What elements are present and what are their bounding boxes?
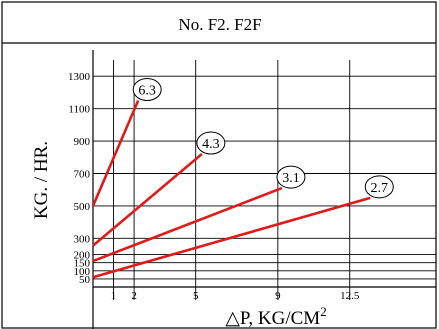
series-label-text: 3.1 [282, 171, 300, 186]
series-label-text: 6.3 [138, 84, 156, 99]
x-axis-label: △P, KG/CM2 [225, 304, 326, 329]
x-tick-label: 9 [275, 290, 281, 302]
y-tick-label: 1100 [68, 104, 90, 116]
y-tick-label: 200 [74, 250, 91, 262]
series-label-circle [364, 175, 394, 199]
y-tick-label: 100 [74, 266, 91, 278]
series-line-2 [92, 153, 203, 247]
series-line-3 [92, 186, 283, 263]
x-tick-labels: 1 2 5 9 12.5 [111, 290, 360, 302]
series-lines [91, 100, 371, 279]
x-tick-label: 12.5 [340, 290, 360, 302]
series-label-circle [132, 78, 162, 102]
x-tick-label: 5 [193, 290, 199, 302]
y-tick-label: 700 [74, 169, 91, 181]
x-tick-label: 2 [131, 290, 137, 302]
series-label-circle [276, 165, 306, 189]
series-label-text: 2.7 [371, 181, 389, 196]
series-label-circle [196, 131, 226, 155]
grid [92, 50, 436, 329]
y-tick-label: 900 [74, 136, 91, 148]
y-tick-label: 50 [79, 274, 91, 286]
series-labels: 6.3 4.3 3.1 2.7 [132, 78, 394, 199]
chart-title: No. F2. F2F [178, 15, 261, 34]
series-label-text: 4.3 [202, 137, 220, 152]
series-line-4 [92, 196, 371, 279]
y-tick-label: 150 [74, 258, 91, 270]
x-axis-label-superscript: 2 [320, 304, 327, 319]
y-tick-label: 1300 [68, 71, 91, 83]
y-tick-label: 500 [74, 201, 91, 213]
y-tick-label: 300 [74, 233, 91, 245]
x-axis-label-text: △P, KG/CM [225, 308, 320, 329]
y-axis-label: KG. / HR. [31, 141, 52, 219]
series-line-1 [91, 100, 140, 207]
x-tick-label: 1 [111, 290, 117, 302]
